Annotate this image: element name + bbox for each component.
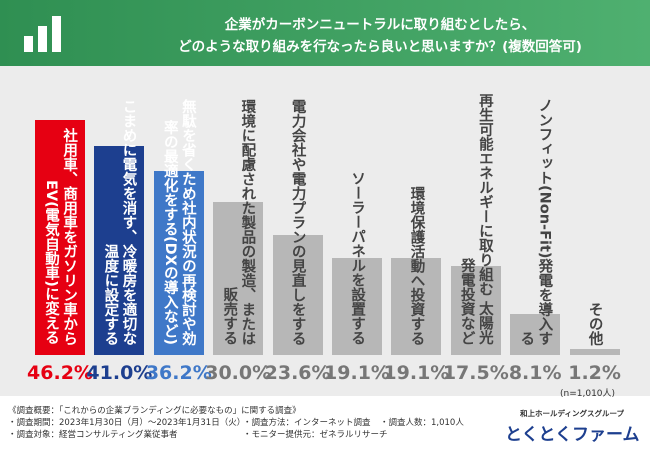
bar — [569, 348, 620, 355]
footer-heading: 《調査概要：「これからの企業ブランディングに必要なもの」に関する調査》 — [8, 406, 301, 416]
value-label: 19.1% — [324, 362, 390, 384]
label-wrap: 電力会社や電力プランの見直しをする — [265, 92, 331, 346]
category-label: こまめに電気を消す、冷暖房を適切な温度に設定する — [102, 98, 137, 346]
label-wrap: その他 — [562, 92, 628, 346]
value-label: 36.2% — [145, 362, 212, 384]
category-label: 環境に配慮された製品の製造、または販売する — [221, 98, 256, 346]
label-wrap: ソーラーパネルを設置する — [324, 92, 390, 345]
bar — [391, 257, 442, 355]
bar — [272, 234, 323, 355]
value-label: 1.2% — [568, 362, 621, 384]
logo-name: とくとくファーム — [505, 425, 640, 445]
footer-item: ・モニター提供元：ゼネラルリサーチ — [243, 430, 388, 440]
footer-item: ・調査人数：1,010人 — [380, 418, 464, 428]
title-band: 企業がカーボンニュートラルに取り組むとしたら、 どのような取り組みを行なったら良… — [0, 0, 650, 66]
label-wrap: 無駄を省くため社内状況の再検討や効率の最適化をする(DXの導入など) — [146, 92, 212, 346]
category-label: ソーラーパネルを設置する — [349, 171, 366, 345]
value-label: 23.6% — [264, 362, 331, 384]
value-label: 19.1% — [383, 362, 450, 384]
bar — [332, 257, 382, 355]
note: (n=1,010人) — [560, 389, 616, 399]
value-label: 41.0% — [86, 362, 153, 384]
label-wrap: 環境保護活動へ投資する — [383, 92, 449, 346]
bar — [35, 120, 85, 355]
footer-item: ・調査対象：経営コンサルティング業従事者 — [8, 430, 178, 440]
value-label: 8.1% — [508, 362, 562, 384]
bar — [510, 313, 561, 355]
value-label: 17.5% — [442, 362, 509, 384]
label-wrap: 社用車、商用車をガソリン車からEV(電気自動車)に変える — [27, 92, 93, 346]
bar — [94, 146, 145, 355]
logo-group: 和上ホールディングスグループ — [520, 409, 625, 418]
category-label: 電力会社や電力プランの見直しをする — [289, 98, 306, 346]
footer-item: ・調査期間：2023年1月30日（月）〜2023年1月31日（火） — [8, 418, 246, 428]
bar — [153, 170, 204, 355]
label-wrap: 再生可能エネルギーに取り組む 太陽光発電投資など — [443, 92, 509, 345]
category-label: 再生可能エネルギーに取り組む 太陽光発電投資など — [458, 93, 493, 345]
category-label: 社用車、商用車をガソリン車からEV(電気自動車)に変える — [43, 127, 78, 346]
footer-item: ・調査方法：インターネット調査 — [243, 418, 371, 428]
icon — [24, 16, 61, 52]
value-label: 46.2% — [27, 362, 93, 384]
category-label: その他 — [586, 301, 603, 346]
title-line: 企業がカーボンニュートラルに取り組むとしたら、 — [224, 17, 536, 33]
category-label: ノンフィット(Non-Fit)発電を導入する — [518, 97, 553, 346]
value-label: 30.0% — [205, 362, 272, 384]
bar — [450, 265, 501, 355]
title-line: どのような取り組みを行なったら良いと思いますか？(複数回答可) — [178, 39, 582, 55]
bar — [213, 202, 264, 355]
label-wrap: ノンフィット(Non-Fit)発電を導入する — [502, 92, 568, 346]
label-wrap: こまめに電気を消す、冷暖房を適切な温度に設定する — [86, 92, 152, 346]
category-label: 環境保護活動へ投資する — [408, 185, 425, 346]
category-label: 無駄を省くため社内状況の再検討や効率の最適化をする(DXの導入など) — [161, 98, 196, 346]
label-wrap: 環境に配慮された製品の製造、または販売する — [205, 92, 271, 346]
